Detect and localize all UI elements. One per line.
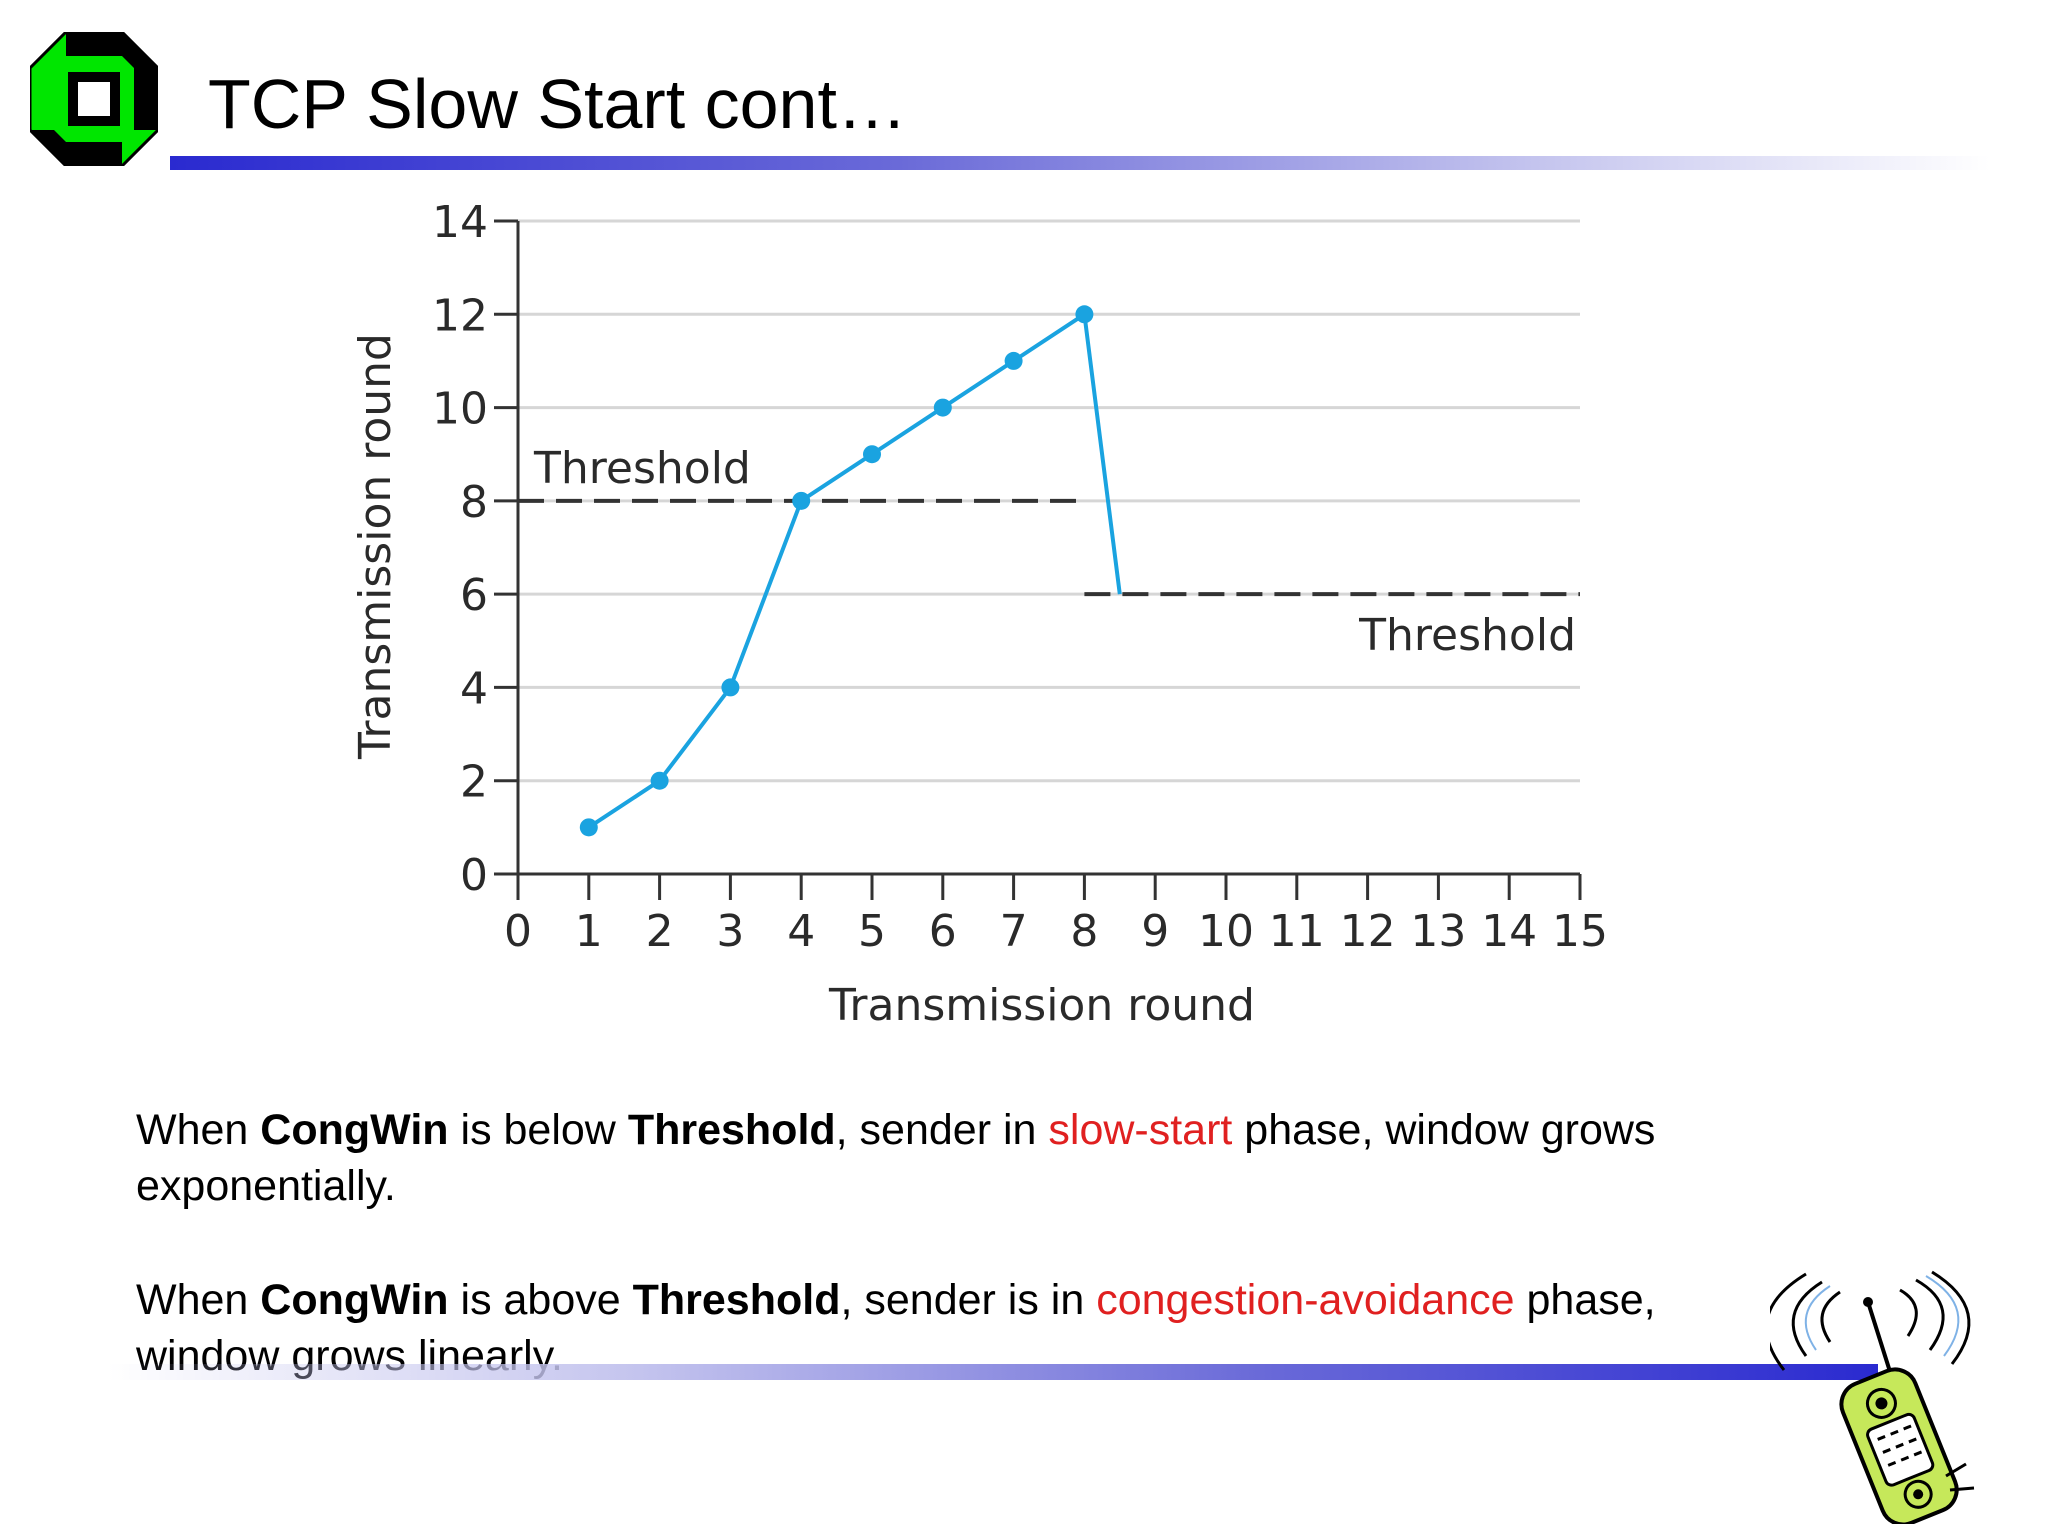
threshold-label: Threshold [1358, 610, 1576, 661]
data-point [792, 491, 811, 510]
x-tick-label: 6 [929, 906, 957, 957]
text-segment: , sender is in [840, 1276, 1097, 1324]
threshold-label: Threshold [533, 443, 751, 494]
x-tick-label: 9 [1141, 906, 1169, 957]
university-logo [30, 32, 158, 166]
y-tick-label: 6 [460, 570, 488, 621]
data-point [1004, 351, 1023, 370]
y-tick-label: 8 [460, 477, 488, 528]
data-point [721, 678, 740, 697]
x-tick-label: 10 [1198, 906, 1254, 957]
x-tick-label: 13 [1410, 906, 1466, 957]
x-tick-label: 5 [858, 906, 886, 957]
y-tick-label: 12 [432, 290, 488, 341]
text-segment: phase, window grows exponentially. [136, 1106, 1656, 1210]
paragraph-congestion-avoidance: When CongWin is above Threshold, sender … [136, 1272, 1776, 1384]
x-tick-label: 3 [716, 906, 744, 957]
text-segment: When [136, 1106, 261, 1154]
x-tick-label: 14 [1481, 906, 1537, 957]
text-segment: is below [448, 1106, 628, 1154]
congwin-term: CongWin [260, 1276, 449, 1324]
y-tick-label: 10 [432, 384, 488, 435]
y-tick-label: 14 [432, 197, 488, 248]
x-tick-label: 4 [787, 906, 815, 957]
x-tick-label: 1 [575, 906, 603, 957]
congwin-series-line [587, 312, 1122, 830]
title-divider [170, 156, 1990, 170]
x-tick-label: 15 [1552, 906, 1608, 957]
slow-start-term: slow-start [1048, 1106, 1233, 1154]
x-tick-label: 11 [1269, 906, 1325, 957]
cell-phone-icon [1770, 1270, 1975, 1524]
data-point [1075, 305, 1094, 324]
x-axis-label: Transmission round [828, 980, 1255, 1031]
grid-lines [518, 219, 1580, 783]
footer-divider [108, 1364, 1878, 1380]
text-segment: , sender in [835, 1106, 1049, 1154]
y-axis-label: Transmission round [350, 333, 401, 760]
threshold-term: Threshold [627, 1106, 836, 1154]
congestion-avoidance-term: congestion-avoidance [1096, 1276, 1515, 1324]
x-tick-label: 0 [504, 906, 532, 957]
paragraph-slow-start: When CongWin is below Threshold, sender … [136, 1102, 1776, 1214]
y-tick-label: 0 [460, 850, 488, 901]
data-point [579, 818, 598, 837]
x-tick-label: 12 [1340, 906, 1396, 957]
series-layer [579, 305, 1122, 837]
x-tick-label: 2 [646, 906, 674, 957]
threshold-lines: Threshold Threshold [518, 443, 1580, 661]
y-tick-label: 4 [460, 663, 488, 714]
congwin-term: CongWin [260, 1106, 449, 1154]
threshold-term: Threshold [632, 1276, 841, 1324]
slide-title: TCP Slow Start cont… [208, 65, 907, 143]
text-segment: is above [448, 1276, 633, 1324]
x-tick-label: 7 [1000, 906, 1028, 957]
data-point [933, 398, 952, 417]
text-segment: When [136, 1276, 261, 1324]
data-point [863, 445, 881, 464]
y-tick-label: 2 [460, 757, 488, 808]
data-point [650, 771, 669, 790]
x-tick-label: 8 [1070, 906, 1098, 957]
